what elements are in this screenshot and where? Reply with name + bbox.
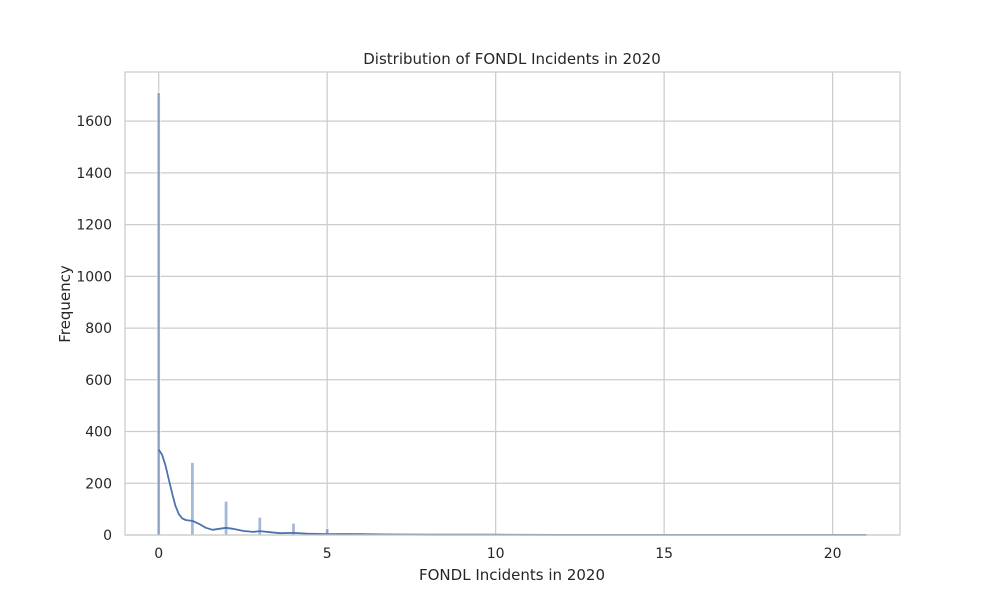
histogram-bar — [224, 501, 229, 536]
y-tick-label: 600 — [85, 373, 112, 389]
histogram-bar — [257, 517, 262, 536]
x-tick-label: 10 — [487, 546, 505, 562]
y-axis-title: Frequency — [56, 265, 74, 343]
chart-title: Distribution of FONDL Incidents in 2020 — [363, 50, 661, 68]
x-tick-label: 20 — [824, 546, 842, 562]
x-tick-label: 5 — [323, 546, 332, 562]
y-tick-label: 800 — [85, 321, 112, 337]
x-tick-label: 0 — [154, 546, 163, 562]
kde-curve-group — [157, 449, 867, 536]
y-tick-label: 400 — [85, 425, 112, 441]
histogram-bar — [156, 92, 161, 536]
histogram-bar — [190, 462, 195, 536]
grid-lines — [125, 72, 900, 536]
x-axis-title: FONDL Incidents in 2020 — [419, 566, 605, 584]
x-tick-labels: 0 5 10 15 20 — [154, 546, 841, 562]
y-tick-label: 1600 — [76, 114, 112, 130]
histogram-bars — [156, 92, 869, 536]
y-tick-label: 1200 — [76, 218, 112, 234]
plot-frame — [124, 71, 901, 536]
y-tick-label: 200 — [85, 476, 112, 492]
kde-curve — [157, 449, 867, 536]
y-tick-label: 1400 — [76, 166, 112, 182]
y-tick-labels: 0 200 400 600 800 1000 1200 1400 1600 — [76, 114, 112, 544]
x-tick-label: 15 — [655, 546, 673, 562]
y-tick-label: 0 — [103, 528, 112, 544]
y-tick-label: 1000 — [76, 269, 112, 285]
